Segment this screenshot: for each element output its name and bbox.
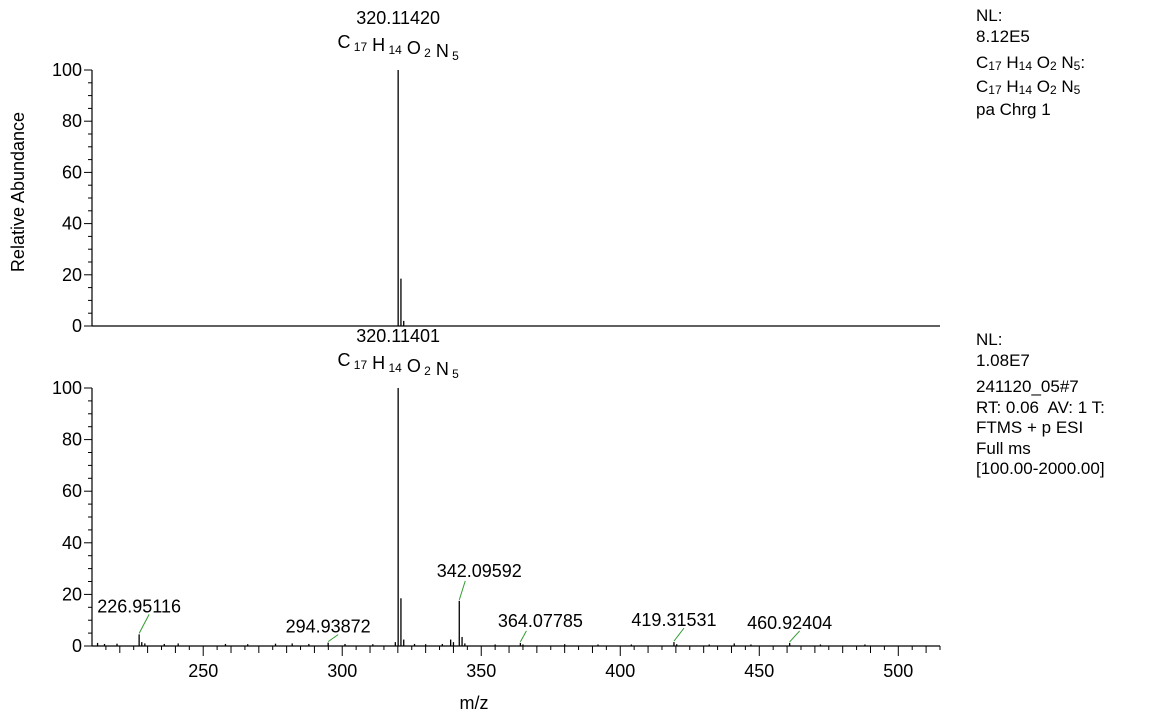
y-axis-label: Relative Abundance xyxy=(8,112,28,272)
top-formula-colon: : xyxy=(1080,53,1086,72)
bottom-range-line: [100.00-2000.00] xyxy=(976,459,1105,478)
bottom-peak-annotation: 364.07785 xyxy=(498,611,583,631)
top-side-o-count: 2 xyxy=(1049,59,1057,73)
formula-count-o: 2 xyxy=(421,364,431,378)
top-side-n-count: 5 xyxy=(1073,59,1081,73)
x-tick-label: 300 xyxy=(327,661,357,681)
top-side2-c-count: 17 xyxy=(988,82,1002,97)
formula-element-n: N xyxy=(431,359,449,379)
formula-count-c: 17 xyxy=(350,358,367,372)
top-y-tick-label: 40 xyxy=(62,214,82,234)
top-formula-line-2: C17 H14 O2 N5 xyxy=(976,76,1081,97)
bottom-nl-value: 1.08E7 xyxy=(976,350,1030,370)
bottom-annotation-leader xyxy=(327,634,339,643)
bottom-side-panel: NL: 1.08E7 241120_05#7 RT: 0.06 AV: 1 T:… xyxy=(976,330,1105,480)
formula-element-n: N xyxy=(431,41,449,61)
formula-count-n: 5 xyxy=(449,49,459,63)
bottom-y-tick-label: 20 xyxy=(62,584,82,604)
bottom-file-line: 241120_05#7 xyxy=(976,377,1079,396)
bottom-annotation-leader xyxy=(673,627,685,642)
formula-element-c: C xyxy=(337,350,350,370)
formula-element-o: O xyxy=(402,356,421,376)
formula-count-n: 5 xyxy=(449,367,459,381)
top-formula-line: C17 H14 O2 N5: xyxy=(976,53,1086,73)
formula-element-h: H xyxy=(367,35,385,55)
bottom-annotation-leader xyxy=(519,630,527,643)
top-side-panel: NL: 8.12E5 C17 H14 O2 N5: C17 H14 O2 N5 … xyxy=(976,6,1085,121)
bottom-ftms-line: FTMS + p ESI xyxy=(976,418,1084,437)
top-y-tick-label: 60 xyxy=(62,162,82,182)
x-tick-label: 450 xyxy=(744,661,774,681)
x-tick-label: 250 xyxy=(188,661,218,681)
top-y-tick-label: 100 xyxy=(52,60,82,80)
formula-count-c: 17 xyxy=(350,40,367,54)
bottom-y-tick-label: 40 xyxy=(62,533,82,553)
bottom-y-tick-label: 0 xyxy=(72,636,82,656)
formula-count-o: 2 xyxy=(421,46,431,60)
bottom-peak-annotation: 342.09592 xyxy=(437,561,522,581)
bottom-base-peak-formula: C 17 H 14 O 2 N 5 xyxy=(337,350,459,381)
top-side-c-count: 17 xyxy=(988,59,1002,73)
top-y-tick-label: 20 xyxy=(62,265,82,285)
bottom-peak-annotation: 419.31531 xyxy=(631,610,716,630)
formula-count-h: 14 xyxy=(385,361,402,375)
top-side2-n-count: 5 xyxy=(1073,82,1081,97)
bottom-peak-annotation: 294.93872 xyxy=(286,617,371,637)
bottom-y-tick-label: 60 xyxy=(62,481,82,501)
bottom-peak-annotation: 226.95116 xyxy=(97,596,181,616)
x-tick-label: 400 xyxy=(605,661,635,681)
top-base-peak-label: 320.11420 xyxy=(356,8,440,28)
formula-element-c: C xyxy=(337,32,350,52)
x-axis-label: m/z xyxy=(460,693,489,713)
x-tick-label: 500 xyxy=(883,661,913,681)
top-side2-o-count: 2 xyxy=(1049,82,1057,97)
formula-element-o: O xyxy=(402,38,421,58)
formula-count-h: 14 xyxy=(385,43,402,57)
bottom-y-tick-label: 80 xyxy=(62,430,82,450)
bottom-annotation-leader xyxy=(458,580,466,601)
top-charge-line: pa Chrg 1 xyxy=(976,100,1051,119)
formula-element-h: H xyxy=(367,353,385,373)
top-y-tick-label: 0 xyxy=(72,316,82,336)
top-nl-label: NL: xyxy=(976,6,1003,25)
bottom-annotation-leader xyxy=(138,614,150,634)
bottom-base-peak-label: 320.11401 xyxy=(356,326,440,346)
bottom-y-tick-label: 100 xyxy=(52,378,82,398)
top-y-tick-label: 80 xyxy=(62,111,82,131)
bottom-peak-annotation: 460.92404 xyxy=(747,613,832,633)
x-tick-label: 350 xyxy=(466,661,496,681)
bottom-annotation-leader xyxy=(789,630,801,643)
top-base-peak-formula: C 17 H 14 O 2 N 5 xyxy=(337,32,459,63)
top-side-h-count: 14 xyxy=(1018,59,1032,73)
top-nl-value: 8.12E5 xyxy=(976,26,1030,46)
bottom-rt-line: RT: 0.06 AV: 1 T: xyxy=(976,397,1105,417)
bottom-fullms-line: Full ms xyxy=(976,438,1031,458)
top-side2-h-count: 14 xyxy=(1018,82,1032,97)
bottom-nl-label: NL: xyxy=(976,330,1003,349)
